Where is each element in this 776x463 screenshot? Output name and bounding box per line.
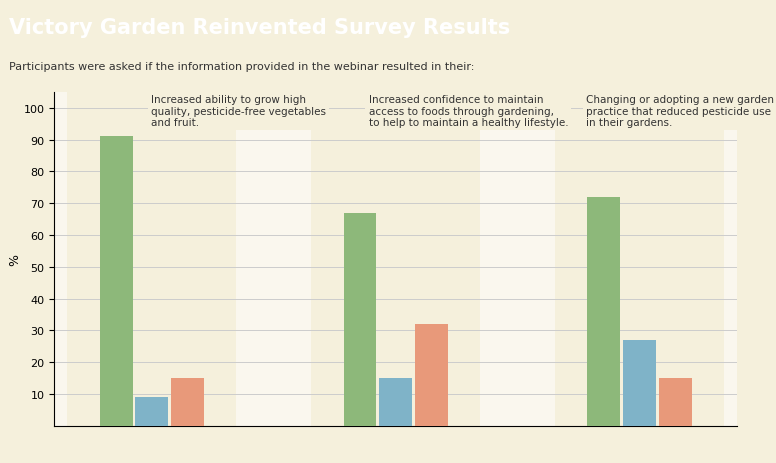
Text: Participants were asked if the information provided in the webinar resulted in t: Participants were asked if the informati…: [9, 62, 475, 72]
Bar: [344, 213, 376, 426]
Bar: [68, 93, 237, 426]
Bar: [99, 137, 133, 426]
Bar: [379, 378, 412, 426]
Text: Changing or adopting a new garden
practice that reduced pesticide use
in their g: Changing or adopting a new garden practi…: [586, 95, 774, 128]
Bar: [623, 340, 656, 426]
Text: Increased confidence to maintain
access to foods through gardening,
to help to m: Increased confidence to maintain access …: [369, 95, 568, 128]
Bar: [415, 325, 448, 426]
Bar: [311, 93, 480, 426]
Bar: [555, 93, 724, 426]
Y-axis label: %: %: [8, 253, 21, 265]
Bar: [171, 378, 204, 426]
Text: Increased ability to grow high
quality, pesticide-free vegetables
and fruit.: Increased ability to grow high quality, …: [151, 95, 327, 128]
Bar: [136, 397, 168, 426]
Bar: [587, 197, 620, 426]
Bar: [659, 378, 692, 426]
Text: Victory Garden Reinvented Survey Results: Victory Garden Reinvented Survey Results: [9, 18, 511, 38]
